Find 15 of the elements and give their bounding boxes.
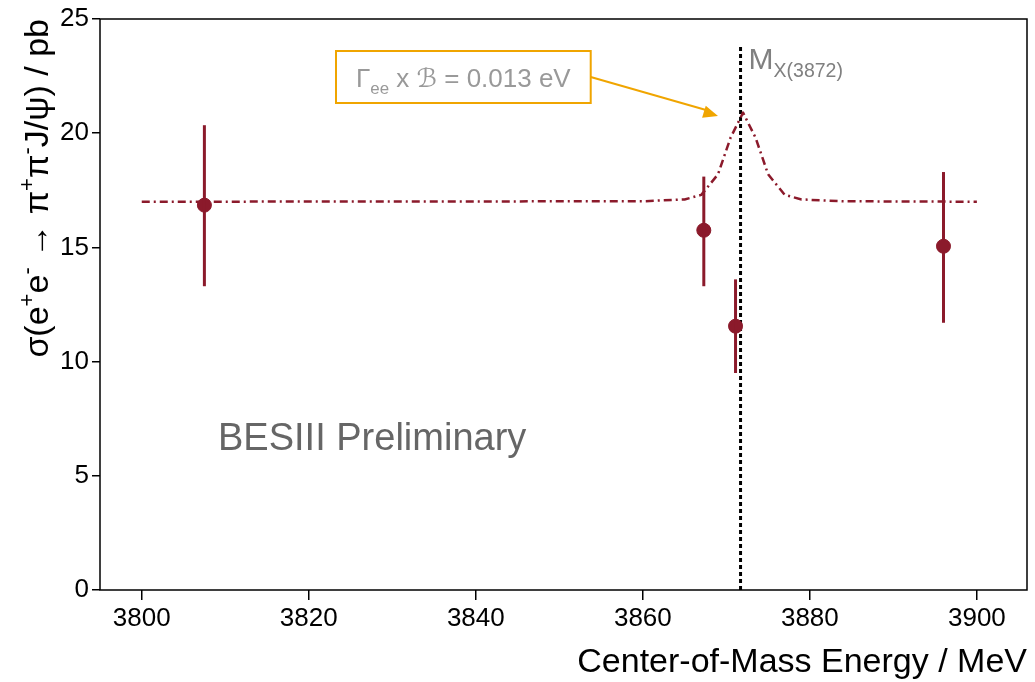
annotation: BESIII Preliminary	[218, 416, 527, 458]
y-tick-label: 20	[60, 116, 89, 147]
x-tick-label: 3860	[613, 601, 672, 632]
y-tick-label: 10	[60, 344, 89, 375]
x-tick-label: 3800	[112, 601, 171, 632]
y-tick-label: 5	[74, 458, 89, 489]
y-tick-label: 15	[60, 230, 89, 261]
y-tick-label: 25	[60, 2, 89, 33]
y-tick-label: 0	[74, 573, 89, 604]
x-tick-label: 3840	[446, 601, 505, 632]
x-axis-title: Center-of-Mass Energy / MeV	[577, 641, 1028, 679]
x-tick-label: 3900	[947, 601, 1006, 632]
x-tick-label: 3820	[279, 601, 338, 632]
x-tick-label: 3880	[780, 601, 839, 632]
text: σ(e+e- → π+π-J/ψ) / pb	[14, 18, 55, 358]
